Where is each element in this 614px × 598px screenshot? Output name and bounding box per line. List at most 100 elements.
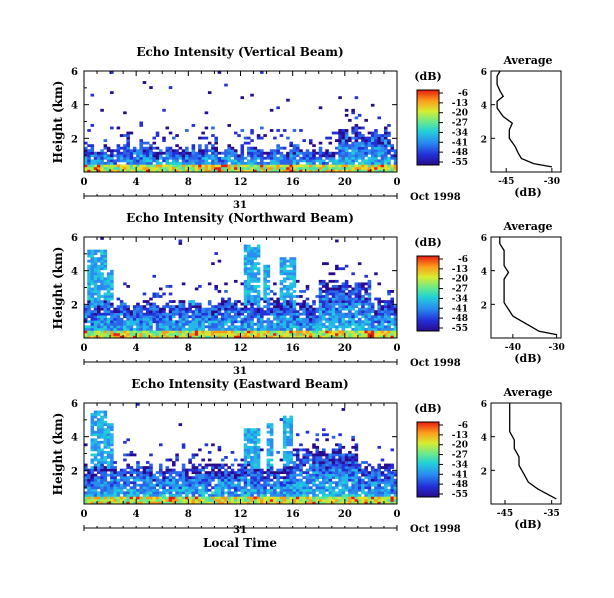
heatmap-cell xyxy=(377,297,381,301)
heatmap-cell xyxy=(103,300,108,303)
heatmap-cell xyxy=(260,71,264,74)
heatmap-cell xyxy=(335,330,339,334)
heatmap-cell xyxy=(351,129,355,132)
heatmap-cell xyxy=(315,164,320,168)
heatmap-cell xyxy=(341,327,346,331)
heatmap-cell xyxy=(227,164,232,168)
heatmap-cell xyxy=(341,332,346,336)
heatmap-cell xyxy=(286,420,290,424)
heatmap-cell xyxy=(354,287,359,291)
heatmap-cell xyxy=(136,466,140,469)
heatmap-cell xyxy=(361,144,365,148)
heatmap-cell xyxy=(191,498,196,502)
heatmap-cell xyxy=(393,164,398,168)
heatmap-cell xyxy=(348,330,352,334)
heatmap-cell xyxy=(361,297,365,301)
heatmap-cell xyxy=(305,161,310,165)
heatmap-cell xyxy=(256,486,261,490)
heatmap-cell xyxy=(282,156,287,160)
heatmap-cell xyxy=(90,292,95,296)
heatmap-cell xyxy=(282,440,287,444)
heatmap-cell xyxy=(87,267,91,271)
heatmap-cell xyxy=(380,458,385,462)
heatmap-cell xyxy=(367,327,372,331)
heatmap-cell xyxy=(348,300,352,303)
heatmap-cell xyxy=(256,438,261,442)
heatmap-cell xyxy=(181,161,186,165)
heatmap-cell xyxy=(357,325,362,329)
heatmap-cell xyxy=(201,322,205,326)
heatmap-cell xyxy=(312,151,316,155)
heatmap-cell xyxy=(158,310,163,314)
heatmap-cell xyxy=(344,320,349,324)
heatmap-cell xyxy=(129,453,134,457)
heatmap-cell xyxy=(325,312,329,316)
heatmap-cell xyxy=(266,297,271,301)
heatmap-cell xyxy=(139,491,143,495)
heatmap-cell xyxy=(175,310,179,314)
heatmap-cell xyxy=(273,312,277,316)
heatmap-cell xyxy=(279,317,284,321)
heatmap-cell xyxy=(348,284,352,288)
heatmap-cell xyxy=(377,161,381,165)
profile-line xyxy=(499,237,557,336)
heatmap-cell xyxy=(142,496,147,500)
heatmap-cell xyxy=(119,498,124,502)
heatmap-cell xyxy=(250,300,254,303)
heatmap-cell xyxy=(132,164,137,168)
heatmap-cell xyxy=(364,491,368,495)
heatmap-cell xyxy=(149,315,153,319)
heatmap-cell xyxy=(318,325,323,329)
heatmap-cell xyxy=(217,471,222,474)
heatmap-cell xyxy=(282,310,287,314)
heatmap-cell xyxy=(230,478,235,482)
heatmap-cell xyxy=(295,159,300,163)
heatmap-cell xyxy=(250,498,254,502)
heatmap-cell xyxy=(322,315,326,319)
heatmap-cell xyxy=(383,159,388,163)
heatmap-cell xyxy=(214,327,218,331)
heatmap-cell xyxy=(233,310,238,314)
heatmap-cell xyxy=(348,488,352,492)
heatmap-cell xyxy=(84,307,88,311)
heatmap-cell xyxy=(230,327,235,331)
heatmap-cell xyxy=(217,164,222,168)
heatmap-cell xyxy=(139,501,143,505)
heatmap-cell xyxy=(256,468,261,472)
heatmap-cell xyxy=(351,300,355,303)
heatmap-cell xyxy=(318,307,323,311)
heatmap-cell xyxy=(289,423,293,427)
heatmap-cell xyxy=(302,151,307,155)
heatmap-cell xyxy=(318,310,323,314)
heatmap-cell xyxy=(380,317,385,321)
heatmap-cell xyxy=(123,440,127,444)
heatmap-cell xyxy=(113,330,117,334)
heatmap-cell xyxy=(289,284,293,288)
heatmap-cell xyxy=(155,496,160,500)
heatmap-cell xyxy=(106,307,111,311)
heatmap-cell xyxy=(318,305,323,308)
heatmap-cell xyxy=(168,483,173,487)
heatmap-cell xyxy=(253,332,258,336)
heatmap-cell xyxy=(351,317,355,321)
heatmap-cell xyxy=(253,274,258,278)
heatmap-cell xyxy=(312,161,316,165)
heatmap-cell xyxy=(351,501,355,505)
heatmap-cell xyxy=(126,312,130,316)
heatmap-cell xyxy=(289,493,293,497)
heatmap-cell xyxy=(233,164,238,168)
profile-ticks: 246-45 -35 xyxy=(481,400,560,519)
heatmap-cell xyxy=(158,166,163,170)
heatmap-cell xyxy=(129,131,134,135)
heatmap-cell xyxy=(139,317,143,321)
heatmap-cell xyxy=(90,420,95,424)
heatmap-cell xyxy=(344,134,349,137)
heatmap-cell xyxy=(282,463,287,467)
heatmap-cell xyxy=(198,481,202,485)
heatmap-cell xyxy=(87,295,91,298)
heatmap-cell xyxy=(387,483,391,487)
heatmap-cell xyxy=(106,453,111,457)
heatmap-cell xyxy=(185,151,189,155)
heatmap-cell xyxy=(97,325,101,329)
heatmap-cell xyxy=(90,473,95,477)
